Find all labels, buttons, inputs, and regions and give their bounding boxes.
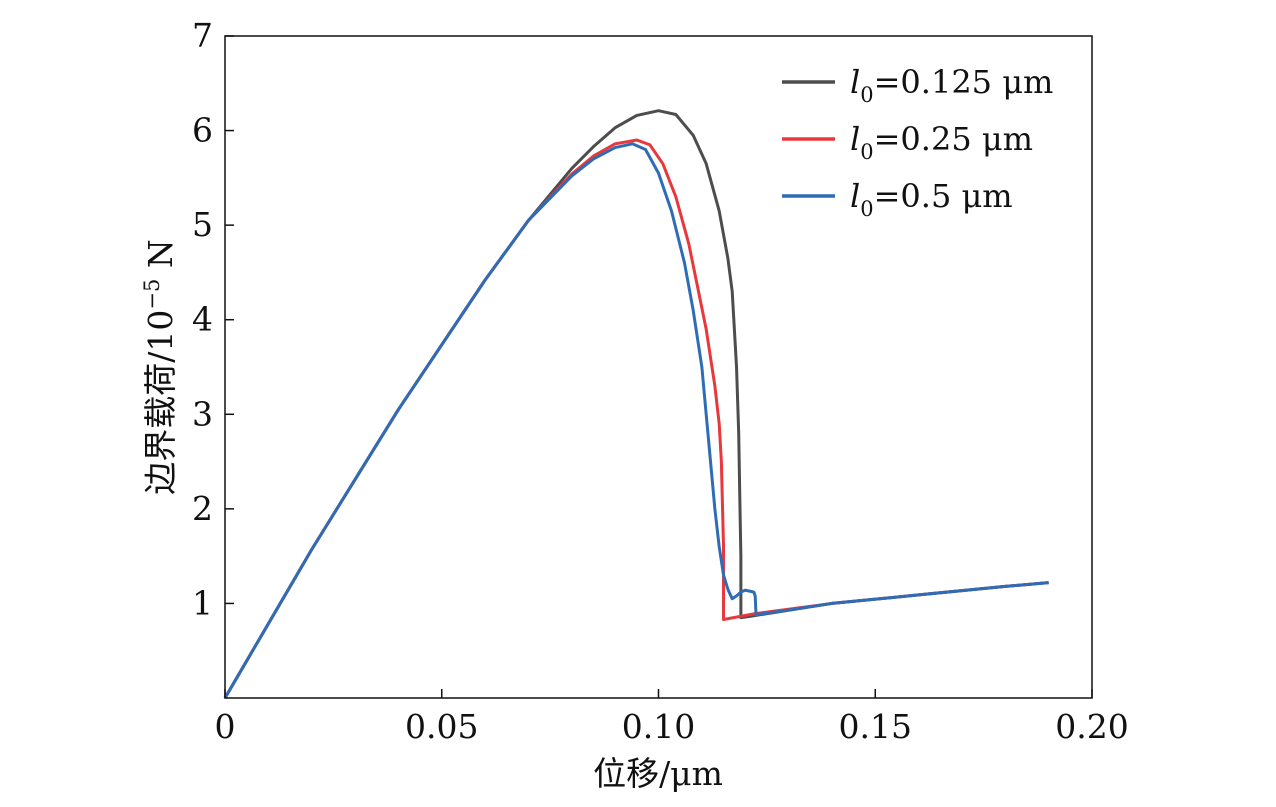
legend-label-subscript: 0 xyxy=(860,197,873,221)
y-tick-label: 2 xyxy=(192,489,213,528)
x-tick-label: 0 xyxy=(215,707,236,746)
y-tick-label: 5 xyxy=(192,205,213,244)
y-tick-label: 1 xyxy=(192,583,213,622)
plot-frame xyxy=(224,35,1093,699)
legend-label-rest: =0.5 μm xyxy=(874,177,1013,215)
x-tick-label: 0.10 xyxy=(622,707,695,746)
legend-label: l0=0.125 μm xyxy=(850,63,1053,107)
y-tick-label: 4 xyxy=(192,300,213,339)
y-axis-title-unit: N xyxy=(141,239,180,278)
series-line-2 xyxy=(223,138,1049,699)
legend-label-var: l xyxy=(850,177,860,215)
y-tick-label: 6 xyxy=(192,111,213,150)
x-axis-title: 位移/μm xyxy=(593,754,723,793)
x-tick-label: 0.05 xyxy=(405,707,478,746)
y-axis-title-main: 边界载荷/10 xyxy=(141,310,180,495)
legend-label-subscript: 0 xyxy=(860,83,873,107)
y-axis-title-exponent: −5 xyxy=(140,279,164,310)
legend-label-subscript: 0 xyxy=(860,140,873,164)
legend-label: l0=0.25 μm xyxy=(850,120,1033,164)
y-tick-label: 3 xyxy=(192,394,213,433)
legend-label-var: l xyxy=(850,63,860,101)
y-tick-label: 7 xyxy=(192,16,213,55)
legend-label-rest: =0.25 μm xyxy=(874,120,1033,158)
x-tick-label: 0.15 xyxy=(839,707,912,746)
legend-label: l0=0.5 μm xyxy=(850,177,1013,221)
x-tick-label: 0.20 xyxy=(1055,707,1128,746)
legend-label-rest: =0.125 μm xyxy=(874,63,1054,101)
legend-label-var: l xyxy=(850,120,860,158)
y-axis-title: 边界载荷/10−5 N xyxy=(140,239,180,494)
series-line-3 xyxy=(223,142,1049,699)
